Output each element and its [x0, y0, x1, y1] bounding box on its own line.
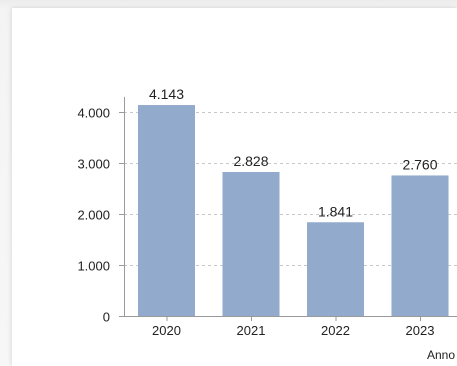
x-axis-title: Anno	[427, 348, 455, 362]
x-tick-label-2022: 2022	[321, 323, 350, 338]
y-tick-label: 1.000	[77, 259, 110, 274]
bars-layer	[138, 105, 449, 316]
x-tick-labels: 2020 2021 2022 2023	[152, 323, 434, 338]
y-tick-label: 2.000	[77, 208, 110, 223]
x-tick-label-2023: 2023	[406, 323, 435, 338]
value-label-2022: 1.841	[318, 203, 353, 219]
y-tick-label: 0	[103, 310, 110, 325]
value-label-2021: 2.828	[233, 153, 268, 169]
x-tick-label-2020: 2020	[152, 323, 181, 338]
y-tick-label: 4.000	[77, 106, 110, 121]
bar-2020	[138, 105, 195, 316]
bar-2023	[391, 175, 449, 316]
bar-2021	[222, 171, 280, 316]
y-tick-labels: 0 1.000 2.000 3.000 4.000	[77, 106, 110, 325]
value-label-2023: 2.760	[402, 156, 437, 172]
value-label-2020: 4.143	[149, 86, 184, 102]
axis-layer	[119, 96, 457, 321]
y-tick-label: 3.000	[77, 157, 110, 172]
bar-2022	[307, 222, 364, 316]
value-labels-layer: 4.143 2.828 1.841 2.760	[149, 86, 438, 219]
x-tick-label-2021: 2021	[237, 323, 266, 338]
